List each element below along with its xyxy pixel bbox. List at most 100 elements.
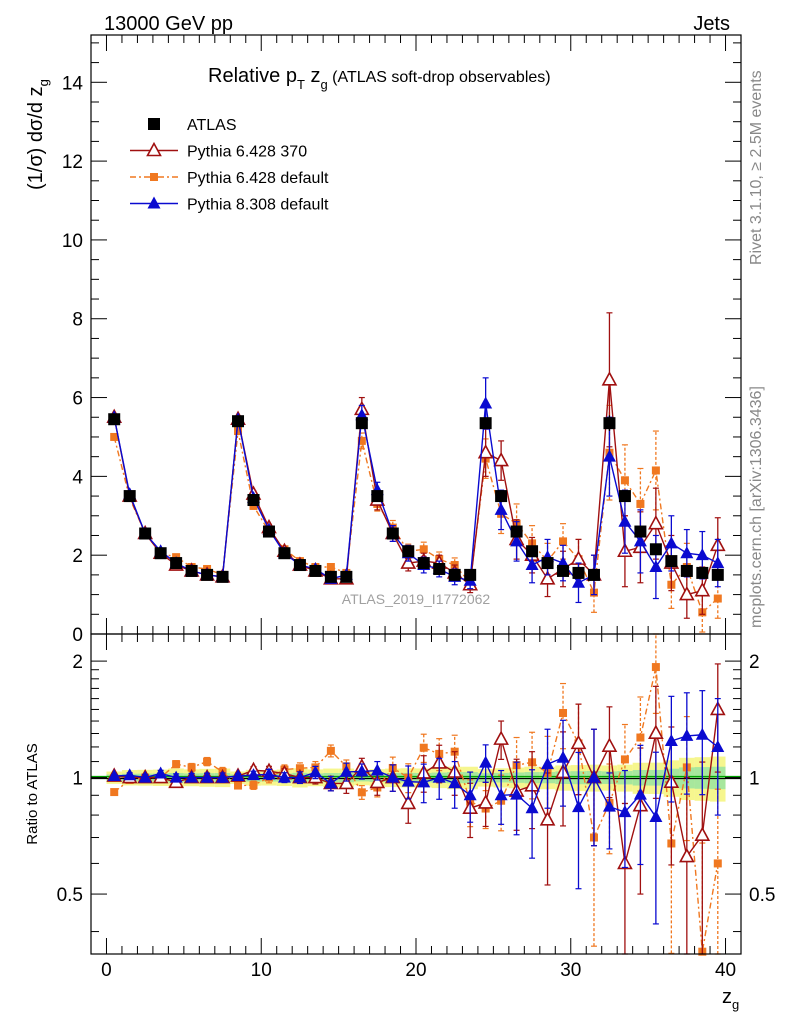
- ratio-point: [559, 708, 568, 717]
- y-tick-label: 14: [62, 73, 84, 94]
- x-tick-label: 10: [251, 960, 272, 981]
- data-point: [711, 556, 725, 569]
- ratio-tick-label-right: 1: [749, 769, 760, 790]
- data-point: [386, 527, 399, 540]
- data-point: [123, 490, 136, 503]
- data-point: [495, 490, 508, 503]
- series-line: [113, 403, 719, 584]
- data-point: [216, 570, 229, 583]
- ratio-point: [541, 757, 555, 770]
- data-point: [649, 560, 663, 573]
- chart-title: Relative pT zg (ATLAS soft-drop observab…: [208, 65, 551, 92]
- data-point: [539, 570, 556, 585]
- ratio-point: [154, 766, 168, 779]
- ratio-point: [277, 770, 291, 783]
- ratio-point: [308, 765, 322, 778]
- series-line: [113, 430, 719, 614]
- ratio-point: [695, 727, 709, 740]
- legend-label: Pythia 8.308 default: [187, 197, 329, 214]
- ratio-point: [432, 770, 446, 783]
- ratio-point: [231, 769, 245, 782]
- analysis-watermark: ATLAS_2019_I1772062: [342, 591, 491, 607]
- data-point: [620, 476, 629, 485]
- series-layer: [106, 312, 726, 956]
- ratio-point: [713, 859, 722, 868]
- x-axis-label-main: z: [722, 986, 732, 1008]
- legend-entry: Pythia 8.308 default: [130, 196, 329, 214]
- ratio-point: [370, 763, 384, 776]
- ratio-series-line: [113, 666, 719, 952]
- x-tick-label: 30: [560, 960, 581, 981]
- side-text-top: Rivet 3.1.10, ≥ 2.5M events: [748, 70, 765, 265]
- ratio-point: [648, 724, 664, 739]
- ratio-tick-label-right: 0.5: [749, 885, 775, 906]
- ratio-point: [138, 770, 152, 783]
- data-point: [185, 564, 198, 577]
- ratio-point: [295, 764, 304, 773]
- legend-entry: Pythia 6.428 370: [130, 141, 307, 161]
- ratio-point: [620, 755, 629, 764]
- data-point: [557, 564, 570, 577]
- data-point: [170, 557, 183, 570]
- ratio-point: [494, 788, 508, 801]
- y-tick-label: 4: [72, 467, 83, 488]
- data-point: [570, 550, 587, 565]
- data-point: [355, 417, 368, 430]
- data-point: [371, 490, 384, 503]
- legend-entry: ATLAS: [148, 117, 237, 134]
- ratio-point: [216, 770, 230, 783]
- ratio-point: [463, 788, 477, 801]
- data-point: [139, 527, 152, 540]
- y-tick-label: 6: [72, 389, 83, 410]
- data-point: [479, 417, 492, 430]
- data-point: [357, 436, 366, 445]
- ratio-point: [601, 737, 618, 752]
- title-part-e: (ATLAS soft-drop observables): [328, 69, 551, 86]
- ratio-point: [326, 746, 335, 755]
- ratio-point: [185, 770, 199, 783]
- x-axis-label: zg: [722, 986, 739, 1012]
- ratio-tick-label-right: 2: [749, 652, 760, 673]
- data-point: [587, 568, 600, 581]
- ratio-point: [680, 728, 694, 741]
- x-tick-label: 0: [101, 960, 112, 981]
- data-point: [419, 545, 428, 554]
- ratio-point: [477, 794, 494, 809]
- ratio-point: [493, 730, 509, 745]
- data-point: [603, 417, 616, 430]
- series-line: [113, 379, 719, 596]
- ratio-point: [602, 799, 616, 812]
- x-tick-label: 20: [405, 960, 426, 981]
- x-axis-label-sub: g: [732, 997, 739, 1012]
- y-axis-label-sub: g: [36, 79, 51, 86]
- data-point: [110, 432, 119, 441]
- ratio-point: [539, 811, 556, 826]
- legend-marker: [150, 173, 158, 181]
- data-point: [696, 566, 709, 579]
- legend-label: ATLAS: [187, 117, 237, 134]
- ratio-tick-label-left: 2: [72, 652, 83, 673]
- data-point: [636, 499, 645, 508]
- data-point: [633, 534, 647, 547]
- title-part-a: Relative p: [208, 65, 297, 87]
- data-point: [665, 555, 678, 568]
- ratio-point: [338, 774, 355, 790]
- data-point: [648, 514, 664, 530]
- data-point: [400, 554, 417, 569]
- title-part-c: z: [305, 65, 321, 87]
- legend-marker: [148, 118, 160, 130]
- data-point: [324, 570, 337, 583]
- data-point: [541, 557, 554, 570]
- ratio-point: [694, 826, 711, 842]
- data-point: [526, 545, 539, 558]
- data-point: [417, 557, 430, 570]
- data-point: [477, 444, 494, 459]
- ratio-point: [419, 743, 428, 752]
- data-point: [634, 525, 647, 538]
- ratio-point: [651, 663, 660, 672]
- ratio-point: [636, 733, 645, 742]
- data-point: [340, 570, 353, 583]
- ratio-point: [400, 794, 417, 810]
- y-tick-label: 2: [72, 546, 83, 567]
